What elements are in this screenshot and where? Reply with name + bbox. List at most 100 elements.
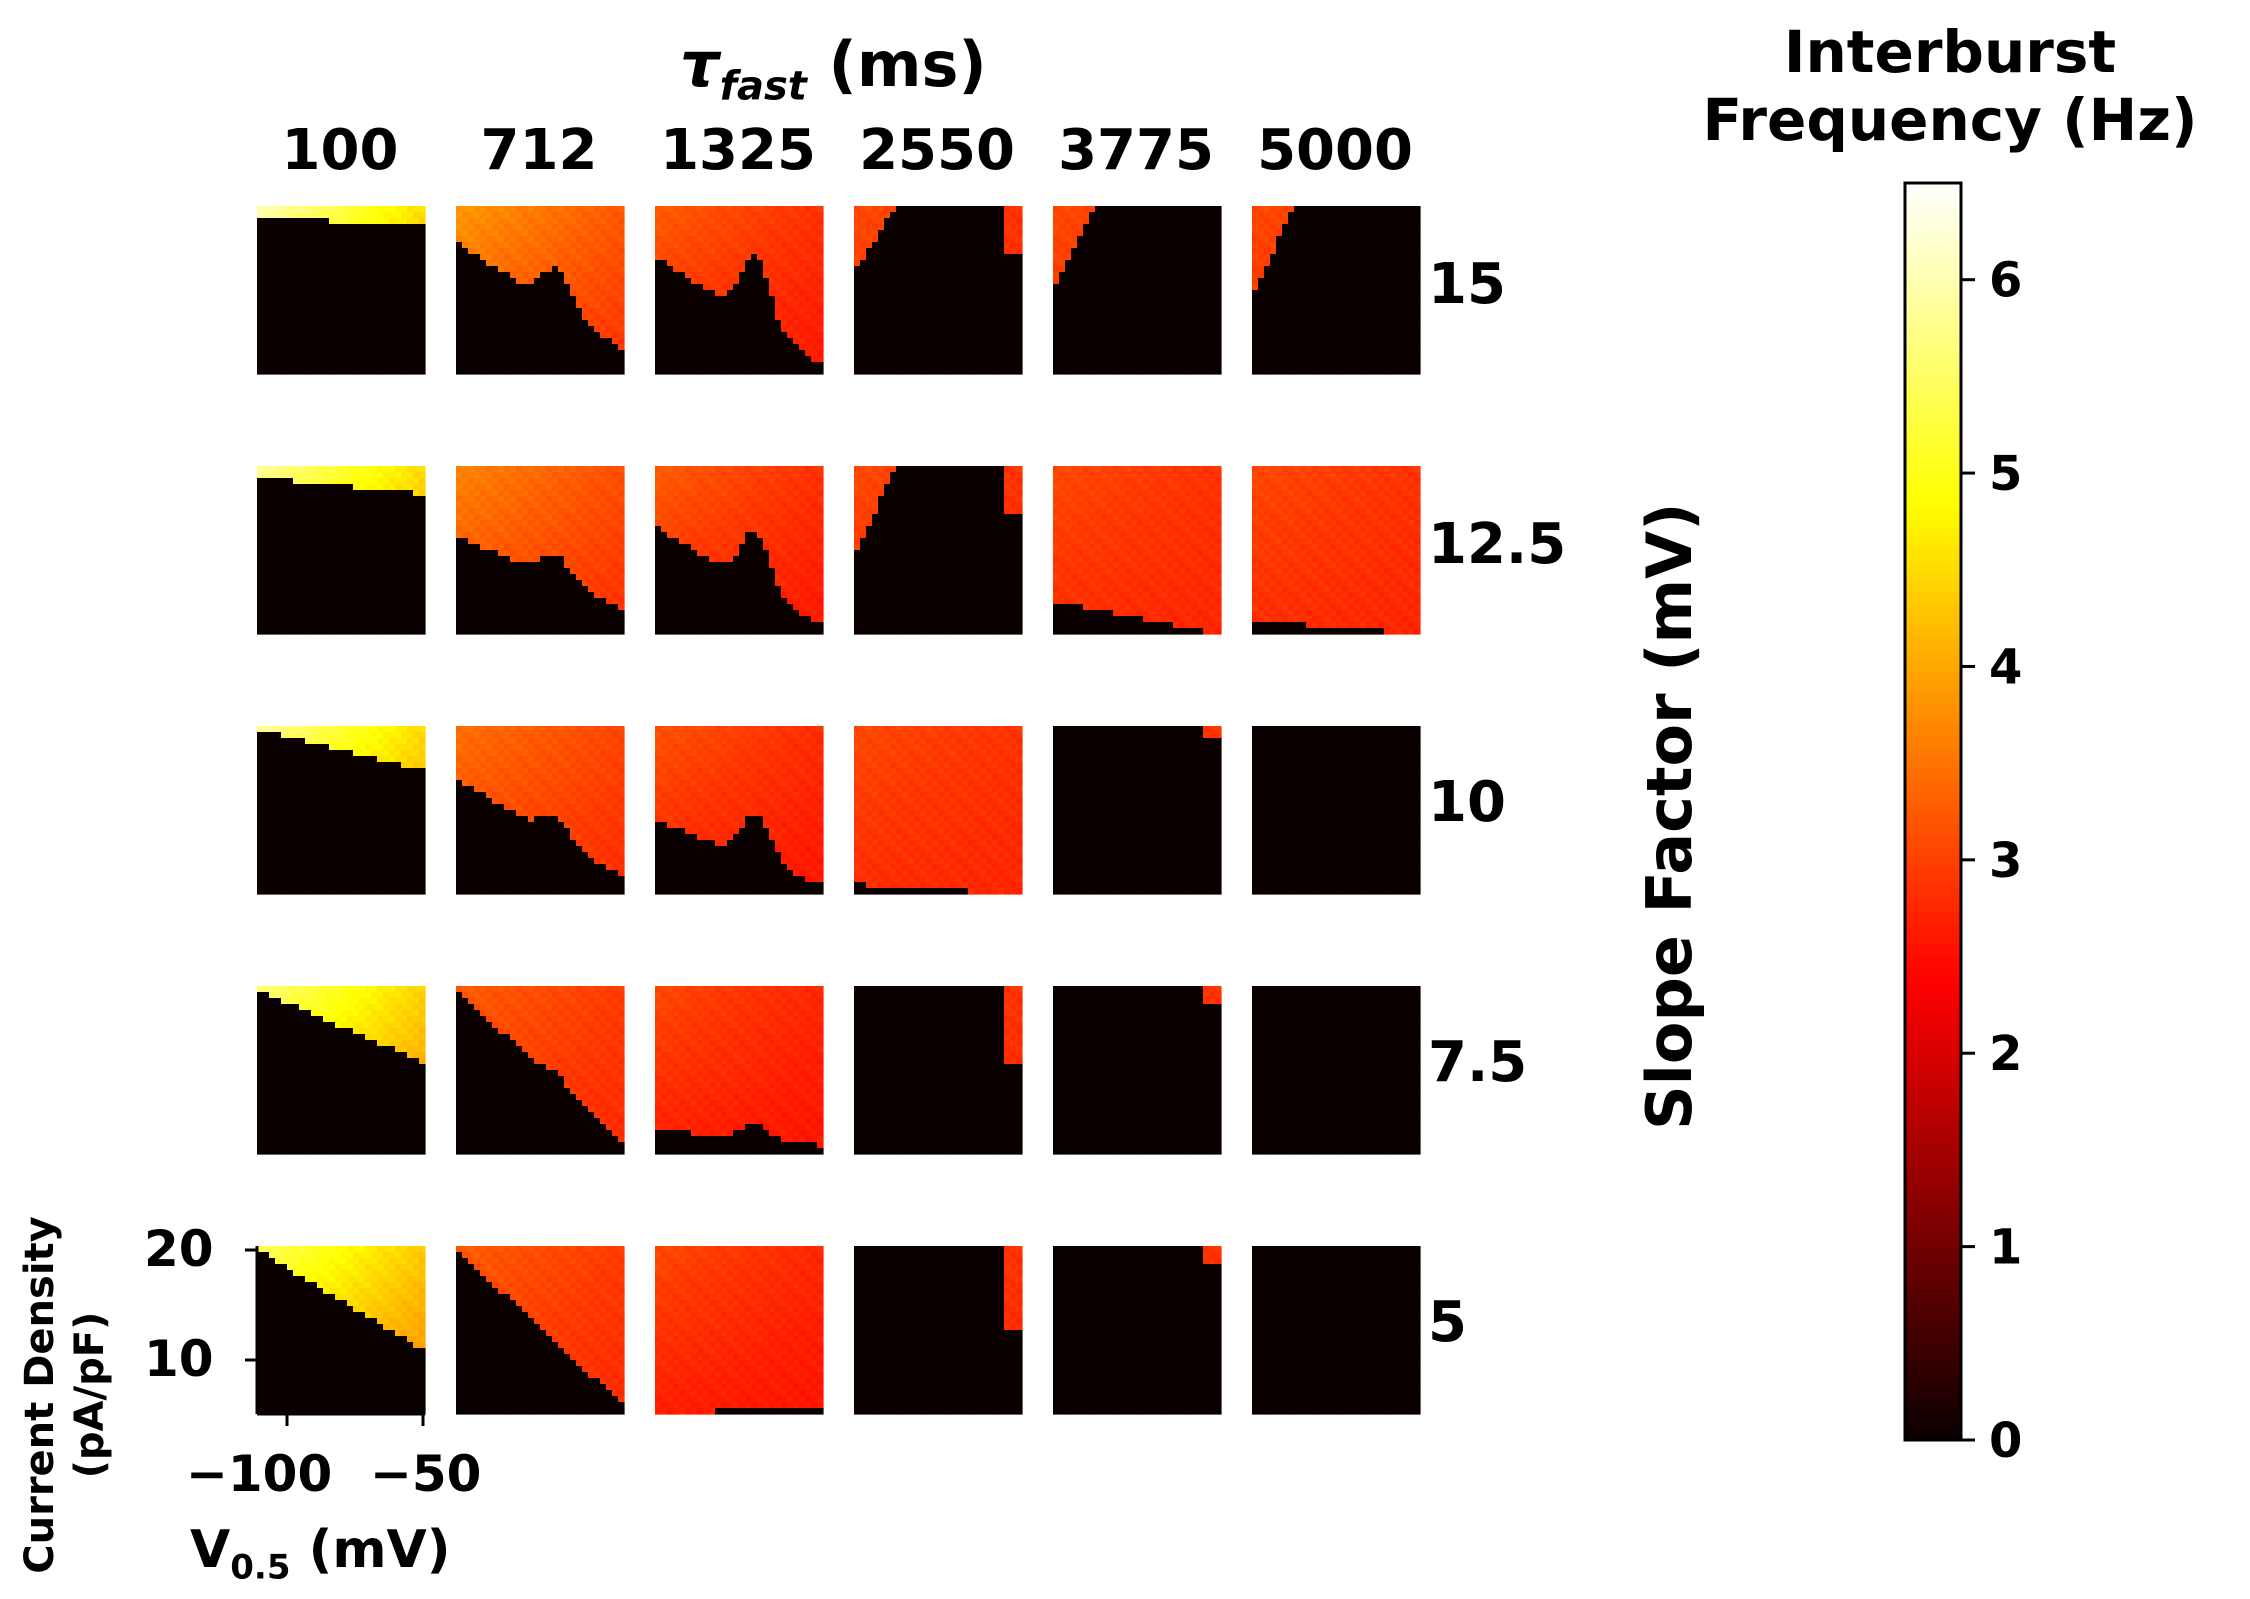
colorbar-band [1905,1157,1961,1165]
colorbar-band [1905,233,1961,241]
colorbar-band [1905,1308,1961,1315]
colorbar-band [1905,710,1961,718]
colorbar-band [1905,993,1961,1001]
colorbar-band [1905,905,1961,913]
heatmap-panel-3775-7-5 [1053,986,1222,1155]
colorbar-band [1905,516,1961,523]
heatmap-panel-712-15 [456,206,625,375]
colorbar-band [1905,421,1961,429]
colorbar-band [1905,371,1961,379]
colorbar-band [1905,924,1961,932]
colorbar-band [1905,547,1961,555]
colorbar-band [1905,534,1961,542]
colorbar-band [1905,333,1961,341]
row-label-7-5: 7.5 [1428,1030,1527,1095]
colorbar-band [1905,868,1961,875]
colorbar-band [1905,1056,1961,1064]
colorbar-band [1905,886,1961,894]
colorbar-band [1905,780,1961,787]
colorbar-band [1905,937,1961,945]
colorbar-band [1905,585,1961,593]
colorbar-band [1905,358,1961,366]
colorbar-band [1905,1345,1961,1353]
colorbar-band [1905,1075,1961,1083]
colorbar-band [1905,899,1961,907]
colorbar-band [1905,572,1961,580]
colorbar-band [1905,1370,1961,1378]
colorbar-band [1905,189,1961,197]
colorbar-band [1905,1069,1961,1077]
colorbar-band [1905,409,1961,417]
heatmap-panel-1325-15 [655,206,824,375]
heatmap-panel-100-15 [257,206,426,375]
colorbar-band [1905,817,1961,825]
heatmap-panel-712-5 [456,1246,625,1415]
colorbar-tick-label-2: 2 [1989,1026,2022,1082]
chart-title: τfast (ms) [680,28,987,109]
heatmap-panel-1325-7-5 [655,986,824,1155]
colorbar-band [1905,402,1961,410]
colorbar-band [1905,962,1961,970]
colorbar-band [1905,396,1961,404]
column-label-712: 712 [439,118,639,183]
colorbar-band [1905,1289,1961,1297]
heatmap-panel-100-10 [257,726,426,895]
colorbar-band [1905,541,1961,549]
colorbar-band [1905,968,1961,976]
colorbar-band [1905,830,1961,838]
colorbar-band [1905,987,1961,995]
colorbar-band [1905,736,1961,743]
colorbar-band [1905,465,1961,473]
colorbar-band [1905,270,1961,278]
colorbar-band [1905,1006,1961,1014]
colorbar-band [1905,1276,1961,1284]
colorbar-band [1905,264,1961,272]
colorbar-band [1905,660,1961,668]
colorbar-band [1905,761,1961,769]
bottom-left-axes [245,1246,425,1426]
colorbar-band [1905,1119,1961,1127]
colorbar-title: Interburst Frequency (Hz) [1640,18,2250,154]
colorbar-band [1905,1270,1961,1278]
colorbar-band [1905,654,1961,662]
row-label-15: 15 [1428,252,1506,317]
heatmap-panel-712-12-5 [456,466,625,635]
colorbar-band [1905,1050,1961,1058]
colorbar-band [1905,478,1961,486]
colorbar-band [1905,472,1961,479]
heatmap-panel-5000-15 [1252,206,1421,375]
colorbar-band [1905,918,1961,926]
colorbar-band [1905,208,1961,216]
heatmap-panel-2550-15 [854,206,1023,375]
colorbar-band [1905,704,1961,712]
colorbar-band [1905,949,1961,957]
colorbar-band [1905,836,1961,844]
colorbar-band [1905,497,1961,505]
colorbar-band [1905,692,1961,699]
colorbar-title-line1: Interburst [1640,18,2250,86]
colorbar-band [1905,893,1961,901]
colorbar-band [1905,1264,1961,1271]
colorbar-band [1905,302,1961,310]
colorbar-band [1905,616,1961,624]
colorbar-band [1905,183,1961,190]
colorbar-band [1905,861,1961,869]
colorbar-band [1905,1295,1961,1303]
colorbar-band [1905,842,1961,850]
colorbar-band [1905,1282,1961,1290]
colorbar-frame [1903,181,1963,1442]
colorbar-band [1905,258,1961,266]
colorbar-band [1905,629,1961,637]
heatmap-panel-2550-7-5 [854,986,1023,1155]
colorbar-band [1905,1182,1961,1190]
colorbar-band [1905,767,1961,775]
colorbar-band [1905,377,1961,385]
colorbar-band [1905,597,1961,605]
colorbar-band [1905,635,1961,643]
colorbar-band [1905,453,1961,461]
colorbar-band [1905,874,1961,882]
x-tick-minus50: −50 [370,1445,481,1503]
colorbar-band [1905,220,1961,228]
colorbar-band [1905,289,1961,297]
